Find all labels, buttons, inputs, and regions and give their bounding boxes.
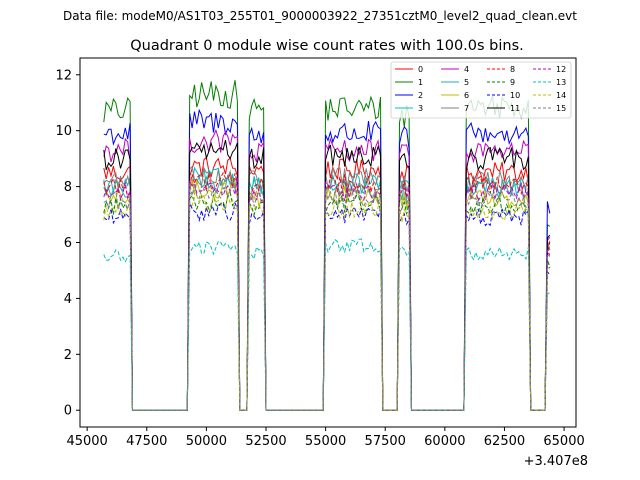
legend-label-0: 0 (418, 65, 423, 74)
series-line-12 (103, 177, 551, 411)
legend-label-5: 5 (464, 78, 469, 87)
y-tick-label: 4 (64, 292, 72, 307)
x-tick-label: 50000 (186, 434, 227, 449)
x-tick-label: 45000 (66, 434, 107, 449)
y-tick-label: 12 (55, 68, 72, 83)
x-tick-label: 47500 (126, 434, 167, 449)
series-line-3 (103, 166, 551, 411)
legend-box (390, 61, 572, 119)
legend-label-15: 15 (556, 104, 566, 113)
y-tick-label: 6 (64, 236, 72, 251)
x-offset-label: +3.407e8 (524, 454, 588, 469)
plot-lines (103, 80, 551, 411)
legend-label-7: 7 (464, 104, 469, 113)
y-tick-label: 0 (64, 404, 72, 419)
series-line-9 (103, 191, 551, 411)
y-tick-label: 2 (64, 348, 72, 363)
legend-label-8: 8 (510, 65, 515, 74)
series-line-7 (103, 165, 551, 411)
x-tick-label: 62500 (484, 434, 525, 449)
legend-label-6: 6 (464, 91, 469, 100)
legend-label-1: 1 (418, 78, 423, 87)
legend-label-2: 2 (418, 91, 423, 100)
series-line-13 (103, 238, 550, 411)
axes: 45000 47500 50000 52500 55000 57500 60000 62500… (55, 57, 585, 449)
legend-label-13: 13 (556, 78, 566, 87)
legend-label-11: 11 (510, 104, 520, 113)
series-line-15 (103, 183, 551, 411)
x-tick-label: 65000 (543, 434, 584, 449)
figure-suptitle: Data file: modeM0/AS1T03_255T01_90000039… (63, 9, 577, 23)
x-tick-label: 60000 (424, 434, 465, 449)
legend-label-12: 12 (556, 65, 566, 74)
y-tick-label: 8 (64, 180, 72, 195)
legend-label-14: 14 (556, 91, 566, 100)
series-line-1 (103, 80, 551, 411)
x-tick-label: 52500 (245, 434, 286, 449)
legend-label-10: 10 (510, 91, 520, 100)
series-line-10 (103, 201, 551, 411)
series-line-6 (103, 178, 550, 411)
legend-label-3: 3 (418, 104, 423, 113)
series-line-14 (103, 193, 551, 411)
x-tick-label: 57500 (365, 434, 406, 449)
chart-title: Quadrant 0 module wise count rates with … (130, 38, 524, 54)
legend-label-9: 9 (510, 78, 515, 87)
y-tick-label: 10 (55, 124, 72, 139)
legend-label-4: 4 (464, 65, 469, 74)
x-tick-label: 55000 (305, 434, 346, 449)
